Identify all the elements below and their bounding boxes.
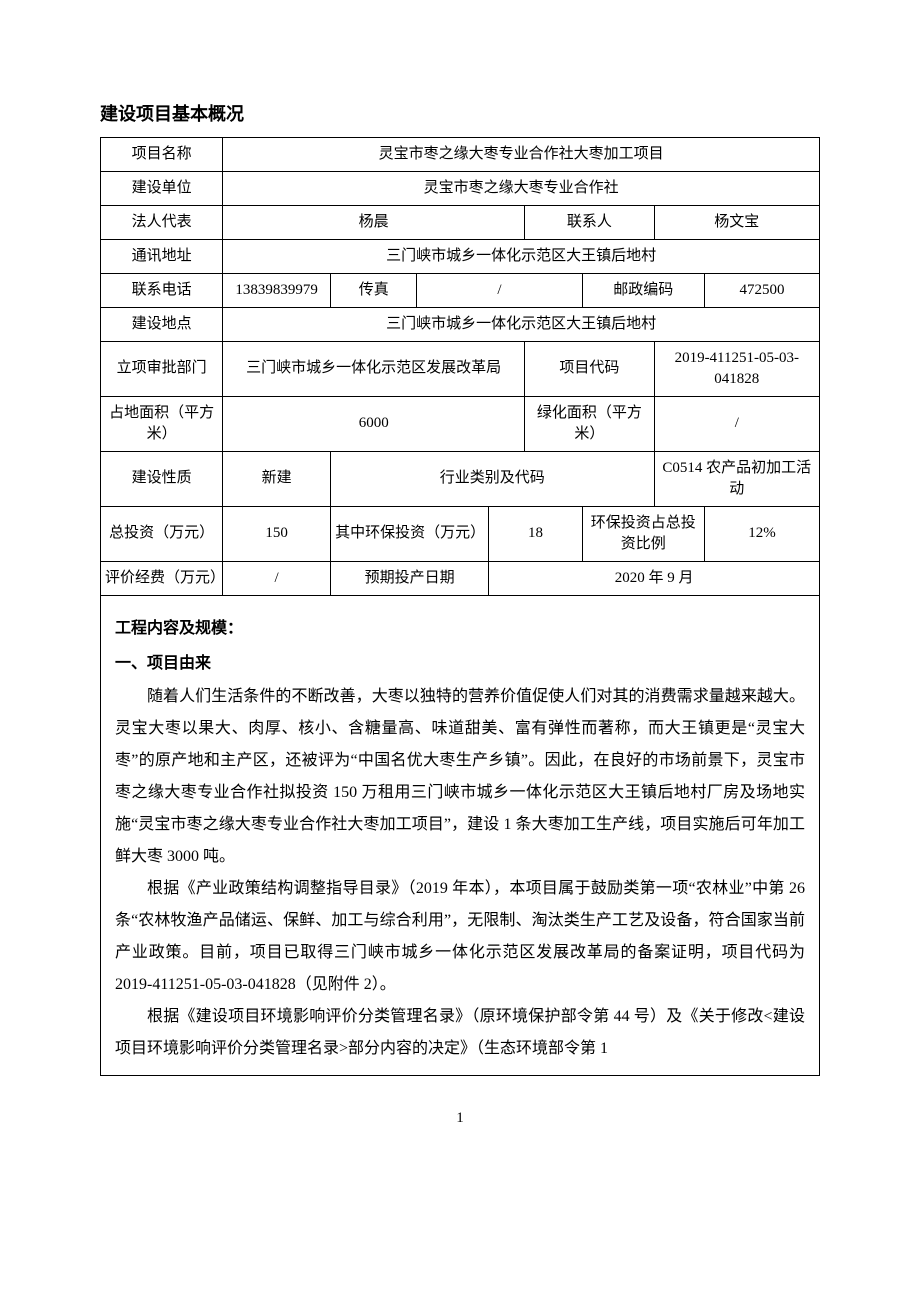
value-phone: 13839839979 <box>223 273 331 307</box>
label-construction-unit: 建设单位 <box>101 171 223 205</box>
label-eval-cost: 评价经费（万元） <box>101 561 223 595</box>
value-env-ratio: 12% <box>704 506 819 561</box>
table-row: 建设性质 新建 行业类别及代码 C0514 农产品初加工活动 <box>101 451 820 506</box>
value-env-invest: 18 <box>489 506 582 561</box>
content-box: 工程内容及规模： 一、项目由来 随着人们生活条件的不断改善，大枣以独特的营养价值… <box>100 596 820 1076</box>
table-row: 联系电话 13839839979 传真 / 邮政编码 472500 <box>101 273 820 307</box>
overview-table: 项目名称 灵宝市枣之缘大枣专业合作社大枣加工项目 建设单位 灵宝市枣之缘大枣专业… <box>100 137 820 596</box>
label-phone: 联系电话 <box>101 273 223 307</box>
table-row: 占地面积（平方米） 6000 绿化面积（平方米） / <box>101 396 820 451</box>
table-row: 建设地点 三门峡市城乡一体化示范区大王镇后地村 <box>101 307 820 341</box>
value-location: 三门峡市城乡一体化示范区大王镇后地村 <box>223 307 820 341</box>
section-title: 建设项目基本概况 <box>100 100 820 129</box>
value-land-area: 6000 <box>223 396 525 451</box>
label-fax: 传真 <box>331 273 417 307</box>
table-row: 立项审批部门 三门峡市城乡一体化示范区发展改革局 项目代码 2019-41125… <box>101 341 820 396</box>
label-address: 通讯地址 <box>101 239 223 273</box>
table-row: 通讯地址 三门峡市城乡一体化示范区大王镇后地村 <box>101 239 820 273</box>
label-project-code: 项目代码 <box>525 341 654 396</box>
value-nature: 新建 <box>223 451 331 506</box>
label-approval-dept: 立项审批部门 <box>101 341 223 396</box>
value-contact: 杨文宝 <box>654 205 819 239</box>
value-eval-cost: / <box>223 561 331 595</box>
label-project-name: 项目名称 <box>101 137 223 171</box>
table-row: 法人代表 杨晨 联系人 杨文宝 <box>101 205 820 239</box>
value-legal-rep: 杨晨 <box>223 205 525 239</box>
value-address: 三门峡市城乡一体化示范区大王镇后地村 <box>223 239 820 273</box>
table-row: 总投资（万元） 150 其中环保投资（万元） 18 环保投资占总投资比例 12% <box>101 506 820 561</box>
page-number: 1 <box>100 1106 820 1130</box>
label-expected-date: 预期投产日期 <box>331 561 489 595</box>
table-row: 建设单位 灵宝市枣之缘大枣专业合作社 <box>101 171 820 205</box>
label-industry-code: 行业类别及代码 <box>331 451 655 506</box>
label-green-area: 绿化面积（平方米） <box>525 396 654 451</box>
label-zip: 邮政编码 <box>582 273 704 307</box>
value-approval-dept: 三门峡市城乡一体化示范区发展改革局 <box>223 341 525 396</box>
label-land-area: 占地面积（平方米） <box>101 396 223 451</box>
content-heading-2: 一、项目由来 <box>115 651 805 677</box>
value-green-area: / <box>654 396 819 451</box>
label-legal-rep: 法人代表 <box>101 205 223 239</box>
value-project-code: 2019-411251-05-03-041828 <box>654 341 819 396</box>
value-project-name: 灵宝市枣之缘大枣专业合作社大枣加工项目 <box>223 137 820 171</box>
value-construction-unit: 灵宝市枣之缘大枣专业合作社 <box>223 171 820 205</box>
label-total-invest: 总投资（万元） <box>101 506 223 561</box>
paragraph-1: 随着人们生活条件的不断改善，大枣以独特的营养价值促使人们对其的消费需求量越来越大… <box>115 681 805 873</box>
value-total-invest: 150 <box>223 506 331 561</box>
table-row: 评价经费（万元） / 预期投产日期 2020 年 9 月 <box>101 561 820 595</box>
value-expected-date: 2020 年 9 月 <box>489 561 820 595</box>
value-zip: 472500 <box>704 273 819 307</box>
paragraph-3: 根据《建设项目环境影响评价分类管理名录》（原环境保护部令第 44 号）及《关于修… <box>115 1001 805 1065</box>
content-heading-1: 工程内容及规模： <box>115 616 805 642</box>
table-row: 项目名称 灵宝市枣之缘大枣专业合作社大枣加工项目 <box>101 137 820 171</box>
value-industry-code: C0514 农产品初加工活动 <box>654 451 819 506</box>
label-contact: 联系人 <box>525 205 654 239</box>
label-nature: 建设性质 <box>101 451 223 506</box>
label-env-ratio: 环保投资占总投资比例 <box>582 506 704 561</box>
value-fax: / <box>417 273 582 307</box>
paragraph-2: 根据《产业政策结构调整指导目录》（2019 年本），本项目属于鼓励类第一项“农林… <box>115 873 805 1001</box>
label-location: 建设地点 <box>101 307 223 341</box>
label-env-invest: 其中环保投资（万元） <box>331 506 489 561</box>
